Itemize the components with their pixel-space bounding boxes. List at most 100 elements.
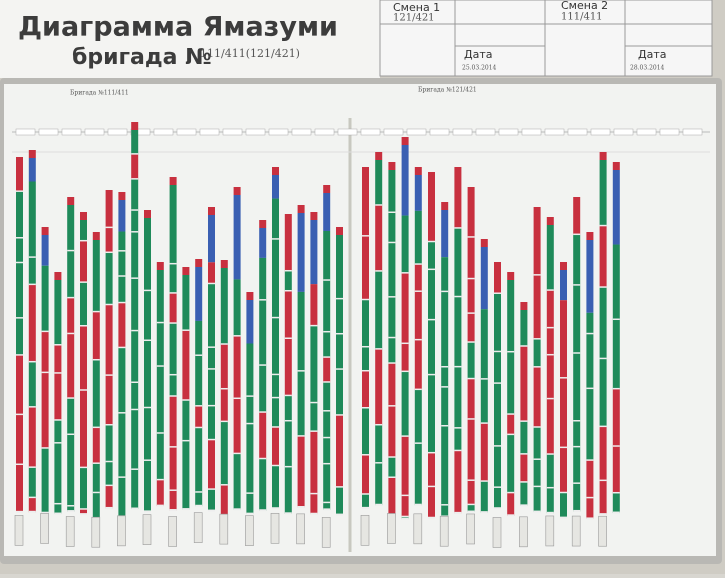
segment (105, 305, 113, 376)
separator (401, 515, 409, 518)
segment (67, 435, 75, 507)
segment (259, 300, 267, 366)
separator (284, 337, 292, 340)
segment (208, 284, 215, 348)
separator (67, 332, 75, 335)
segment (310, 494, 318, 515)
separator (28, 360, 36, 363)
segment (92, 463, 100, 494)
separator (156, 478, 164, 481)
separator (105, 460, 113, 463)
separator (388, 241, 396, 244)
segment (362, 175, 369, 237)
column-tag (15, 128, 36, 136)
segment (467, 505, 475, 513)
separator (533, 510, 541, 513)
segment (546, 290, 554, 329)
segment (182, 400, 190, 442)
separator (233, 397, 241, 400)
segment (233, 187, 241, 195)
bottom-tag (387, 513, 396, 544)
segment (546, 488, 554, 514)
segment (375, 425, 383, 464)
segment (220, 260, 228, 268)
segment (16, 157, 23, 165)
segment (259, 257, 267, 301)
segment (246, 396, 254, 425)
separator (546, 326, 554, 329)
segment (323, 411, 331, 439)
separator (92, 462, 100, 465)
segment (375, 152, 383, 160)
separator (546, 511, 554, 514)
segment (323, 193, 331, 231)
separator (323, 330, 331, 333)
column-tag (360, 128, 381, 136)
title-sheet (0, 0, 380, 78)
segment (401, 372, 409, 437)
segment (195, 406, 203, 429)
segment (323, 438, 331, 465)
bottom-tag (168, 516, 177, 547)
segment (323, 464, 331, 504)
segment (80, 212, 87, 220)
segment (67, 205, 75, 252)
separator (454, 365, 462, 368)
separator (323, 508, 331, 511)
separator (612, 318, 620, 321)
segment (362, 167, 369, 175)
segment (208, 489, 215, 512)
segment (599, 359, 607, 428)
segment (156, 480, 164, 507)
separator (533, 274, 541, 277)
separator (573, 352, 581, 355)
segment (612, 493, 620, 514)
separator (599, 357, 607, 360)
shift2-date: 28.03.2014 (630, 65, 665, 72)
shift1-date-label: Дата (464, 48, 492, 61)
separator (336, 368, 343, 371)
segment (586, 389, 594, 461)
segment (310, 326, 318, 404)
column-tag (199, 128, 220, 136)
separator (467, 479, 475, 482)
separator (401, 342, 409, 345)
separator (67, 397, 75, 400)
segment (54, 345, 62, 374)
segment (375, 271, 383, 350)
segment (388, 457, 396, 478)
segment (546, 225, 554, 291)
bottom-tag (413, 513, 423, 545)
segment (414, 340, 422, 391)
segment (297, 291, 305, 372)
separator (233, 335, 241, 338)
separator (131, 329, 139, 332)
segment (208, 347, 215, 370)
separator (54, 344, 62, 347)
segment (560, 300, 567, 379)
segment (16, 191, 23, 239)
segment (105, 425, 113, 463)
column-tag (452, 128, 473, 136)
segment (272, 466, 279, 509)
brigade-value: 111/411(121/421) (200, 47, 300, 60)
segment (401, 496, 409, 518)
segment (131, 383, 139, 411)
separator (612, 511, 620, 514)
column-tag (130, 128, 151, 136)
shift2-date-label: Дата (638, 48, 666, 61)
separator (560, 516, 567, 519)
shift-table (379, 0, 713, 77)
segment (310, 212, 318, 220)
separator (414, 442, 422, 445)
segment (310, 284, 318, 327)
separator (599, 479, 607, 482)
separator (195, 504, 203, 507)
separator (546, 486, 554, 489)
segment (80, 509, 87, 515)
bottom-tag (492, 517, 502, 548)
segment (428, 242, 435, 271)
separator (92, 491, 100, 494)
separator (428, 240, 435, 243)
